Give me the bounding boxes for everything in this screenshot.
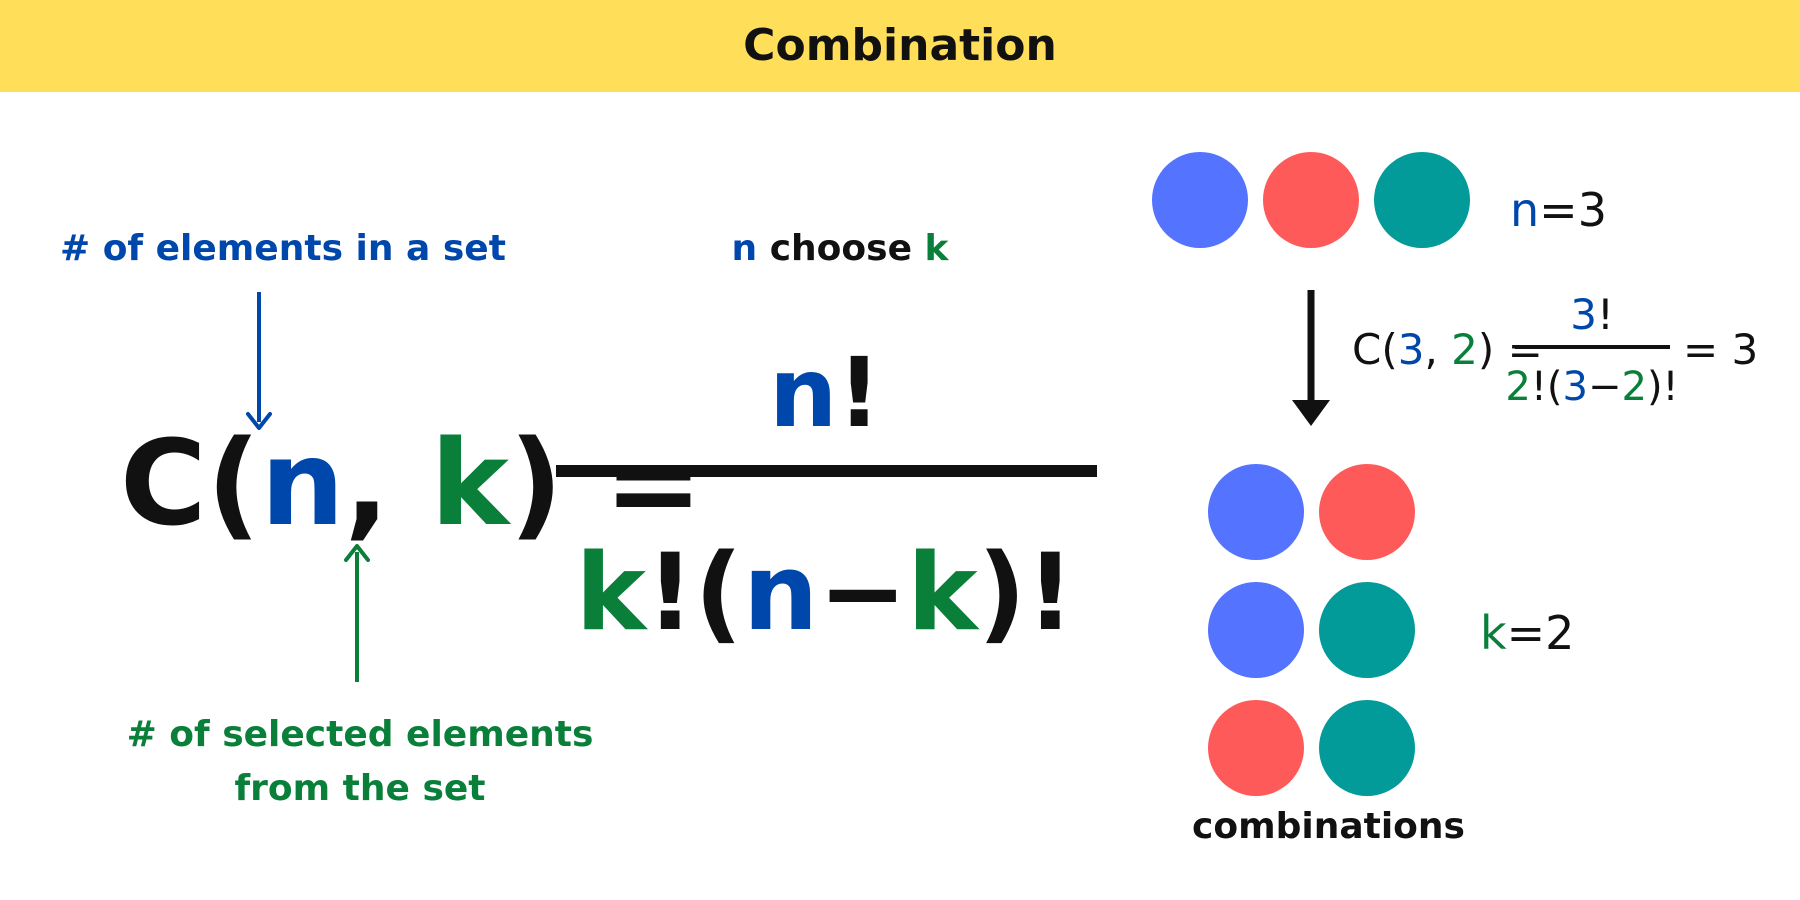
ex-den-three: 3 [1562, 364, 1588, 410]
formula-numerator: n! [555, 338, 1095, 448]
den-minus: − [818, 531, 908, 654]
num-n: n [768, 337, 838, 449]
lhs-k: k [430, 414, 509, 552]
combination-2-ball-blue [1208, 582, 1304, 678]
ex-den-bang1: !( [1530, 364, 1563, 410]
lhs-close: ) = [508, 414, 703, 552]
ex-den-two2: 2 [1621, 364, 1647, 410]
ex-lhs-c: C( [1352, 325, 1398, 374]
num-bang: ! [837, 337, 882, 449]
lhs-c: C( [120, 414, 261, 552]
den-k2: k [907, 531, 978, 654]
ex-num-bang: ! [1596, 290, 1614, 339]
k-description-label: # of selected elements from the set [126, 714, 594, 809]
combination-3-ball-red [1208, 700, 1304, 796]
combination-2-ball-teal [1319, 582, 1415, 678]
choose-n: n [731, 228, 758, 269]
combination-1-ball-blue [1208, 464, 1304, 560]
example-denominator: 2!(3−2)! [1502, 362, 1682, 412]
example-result: = 3 [1683, 325, 1759, 374]
k-eq-val: =2 [1506, 606, 1575, 660]
formula-denominator: k!(n−k)! [555, 533, 1095, 653]
den-close: )! [977, 531, 1075, 654]
den-bang1: !( [646, 531, 743, 654]
set-ball-blue [1152, 152, 1248, 248]
set-to-combinations-arrowhead [1292, 400, 1330, 426]
n-equals-label: n=3 [1510, 180, 1607, 240]
ex-den-minus: − [1587, 364, 1622, 410]
k-pointer-arrowhead [344, 544, 370, 562]
n-eq-var: n [1510, 183, 1540, 237]
k-equals-label: k=2 [1480, 603, 1574, 663]
ex-lhs-close: ) = [1477, 325, 1543, 374]
k-eq-var: k [1480, 606, 1507, 660]
n-pointer-arrowhead [246, 412, 272, 430]
set-ball-teal [1374, 152, 1470, 248]
combination-3-ball-teal [1319, 700, 1415, 796]
n-choose-k-label: n choose k [620, 228, 1060, 269]
n-description-label: # of elements in a set [60, 228, 506, 269]
formula-lhs: C(n, k) = [120, 418, 703, 548]
page-title: Combination [743, 20, 1057, 71]
ex-lhs-comma: , [1424, 325, 1452, 374]
ex-lhs-two: 2 [1451, 325, 1478, 374]
example-lhs: C(3, 2) = [1352, 320, 1543, 380]
n-eq-val: =3 [1539, 183, 1607, 237]
example-numerator: 3! [1512, 290, 1672, 340]
choose-word: choose [757, 228, 925, 269]
combinations-label: combinations [1192, 806, 1465, 847]
ex-den-two: 2 [1505, 364, 1531, 410]
header-bar [0, 0, 1800, 92]
ex-num-three: 3 [1570, 290, 1597, 339]
choose-k: k [924, 228, 949, 269]
lhs-n: n [260, 414, 345, 552]
combination-1-ball-red [1319, 464, 1415, 560]
set-ball-red [1263, 152, 1359, 248]
ex-lhs-three: 3 [1397, 325, 1425, 374]
den-n: n [742, 531, 819, 654]
ex-den-close: )! [1646, 364, 1679, 410]
den-k: k [575, 531, 647, 654]
lhs-comma: , [344, 414, 431, 552]
